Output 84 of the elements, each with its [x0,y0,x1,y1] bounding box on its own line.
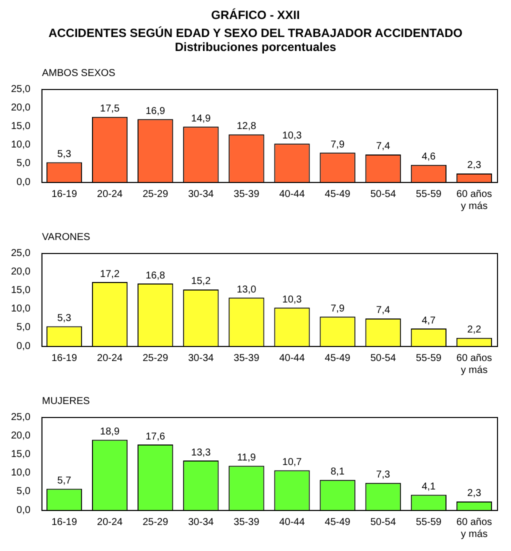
data-label: 7,9 [330,139,345,150]
x-tick-label: 60 años y más [456,188,492,212]
y-axis-title: VARONES [42,232,92,244]
x-tick-label: 30-34 [188,188,214,200]
text: Distribuciones porcentuales [174,40,338,54]
x-tick-label: 45-49 [324,188,351,200]
x-tick-label: 50-54 [370,188,396,200]
x-tick-label: 20-24 [97,352,124,364]
x-tick-label: 16-19 [51,352,78,364]
y-tick-label: 10,0 [10,140,31,151]
y-tick-label: 10,0 [10,468,31,479]
x-tick-label: 50-54 [370,352,396,364]
data-label: 18,9 [100,426,120,438]
data-label: 13,3 [191,447,212,458]
data-label: 7,9 [330,303,345,314]
x-tick-label: 20-24 [97,516,124,528]
chart-subtitle: ACCIDENTES SEGÚN EDAD Y SEXO DEL TRABAJADOR ACCIDENTADO [47,26,464,40]
x-tick-label: 40-44 [279,188,306,200]
y-tick-label: 15,0 [10,120,31,132]
x-tick-label: 35-39 [234,516,260,528]
data-label: 7,3 [376,470,390,481]
y-tick-label: 20,0 [10,266,31,278]
y-tick-label: 5,0 [16,486,31,498]
x-tick-label: 45-49 [324,352,351,364]
x-tick-label: 16-19 [51,516,78,528]
y-tick-label: 20,0 [10,430,31,442]
data-label: 16,8 [146,270,166,282]
data-label: 4,6 [422,152,436,163]
data-label: 10,3 [282,294,302,306]
x-tick-label: 16-19 [51,188,78,200]
x-tick-label: 50-54 [370,516,396,528]
x-tick-label: 30-34 [188,516,214,528]
y-axis-title: MUJERES [42,396,91,408]
data-label: 13,0 [236,284,257,296]
data-label: 17,2 [100,268,120,280]
data-label: 10,7 [282,456,302,468]
y-tick-label: 25,0 [10,248,31,259]
y-tick-label: 25,0 [10,412,31,423]
data-label: 17,6 [146,431,166,442]
x-tick-label: 25-29 [142,188,169,200]
data-label: 5,3 [57,313,72,324]
x-tick-label: 45-49 [324,516,351,528]
x-tick-label: 55-59 [416,516,442,528]
x-tick-label: 60 años y más [456,352,492,376]
x-tick-label: 60 años y más [456,516,492,540]
y-tick-label: 15,0 [10,448,31,460]
y-tick-label: 20,0 [10,102,31,114]
x-tick-label: 40-44 [279,352,306,364]
data-label: 2,2 [467,324,482,336]
data-label: 5,3 [57,149,72,160]
data-label: 4,7 [422,315,436,326]
y-tick-label: 0,0 [16,176,31,188]
data-label: 17,5 [100,104,120,115]
x-tick-label: 35-39 [234,352,260,364]
x-tick-label: 55-59 [416,188,442,200]
x-tick-label: 20-24 [97,188,124,200]
x-tick-label: 25-29 [142,352,169,364]
data-label: 8,1 [330,466,345,478]
x-tick-label: 35-39 [234,188,260,200]
y-axis-title: AMBOS SEXOS [42,68,116,80]
data-label: 15,2 [191,276,212,288]
y-tick-label: 25,0 [10,84,31,95]
y-tick-label: 0,0 [16,504,31,516]
data-label: 16,9 [146,106,166,117]
y-tick-label: 10,0 [10,304,31,315]
data-label: 10,3 [282,130,302,142]
y-tick-label: 5,0 [16,322,31,334]
data-label: 11,9 [237,452,256,464]
data-label: 4,1 [422,482,436,492]
data-label: 5,7 [57,476,72,487]
data-label: 2,3 [467,488,482,500]
chart-title: GRÁFICO - XXII [210,8,301,22]
y-tick-label: 5,0 [16,158,31,170]
y-tick-label: 0,0 [16,340,31,352]
x-tick-label: 25-29 [142,516,169,528]
data-label: 2,3 [467,160,482,172]
x-tick-label: 30-34 [188,352,214,364]
x-tick-label: 55-59 [416,352,442,364]
data-label: 7,4 [376,305,390,316]
data-label: 7,4 [376,141,390,152]
y-tick-label: 15,0 [10,284,31,296]
data-label: 12,8 [236,121,257,132]
x-tick-label: 40-44 [279,516,306,528]
data-label: 14,9 [191,113,212,124]
